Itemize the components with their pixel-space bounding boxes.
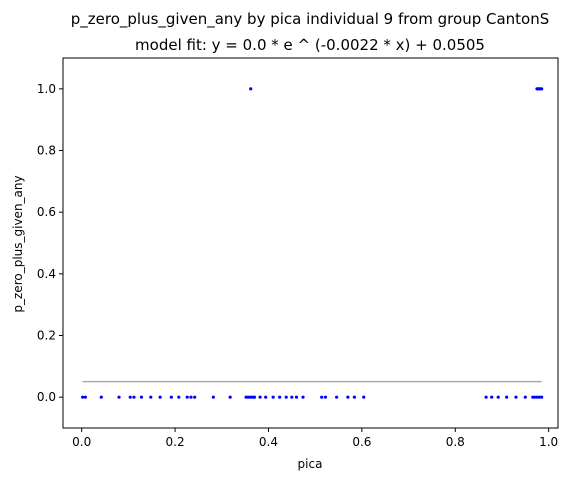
data-point	[169, 395, 173, 399]
data-point	[523, 395, 527, 399]
data-point	[185, 395, 189, 399]
plot-area	[62, 57, 559, 429]
chart-subtitle: model fit: y = 0.0 * e ^ (-0.0022 * x) +…	[135, 36, 485, 54]
data-point	[533, 395, 537, 399]
data-point	[177, 395, 181, 399]
data-point	[284, 395, 288, 399]
points-layer	[81, 87, 544, 399]
data-point	[228, 395, 232, 399]
data-point	[81, 395, 85, 399]
data-point	[211, 395, 215, 399]
data-point	[496, 395, 500, 399]
y-axis-label: p_zero_plus_given_any	[11, 175, 25, 312]
data-point	[252, 395, 257, 399]
data-point	[320, 395, 324, 399]
data-point	[258, 395, 262, 399]
data-point	[128, 395, 132, 399]
x-tick-label: 0.0	[72, 435, 91, 449]
data-point	[249, 87, 253, 91]
data-point	[83, 395, 88, 399]
data-point	[490, 395, 494, 399]
y-tick-label: 1.0	[37, 82, 56, 96]
data-point	[132, 395, 136, 399]
chart-title: p_zero_plus_given_any by pica individual…	[71, 10, 550, 29]
y-tick-label: 0.0	[37, 390, 56, 404]
data-point	[117, 395, 121, 399]
data-point	[346, 395, 350, 399]
data-point	[193, 395, 197, 399]
data-point	[99, 395, 103, 399]
y-tick-label: 0.2	[37, 329, 56, 343]
data-point	[290, 395, 294, 399]
data-point	[323, 395, 328, 399]
data-point	[505, 395, 509, 399]
data-point	[540, 395, 544, 399]
x-tick-label: 1.0	[539, 435, 558, 449]
data-point	[149, 395, 153, 399]
data-point	[362, 395, 366, 399]
data-point	[540, 87, 544, 91]
x-tick-label: 0.2	[166, 435, 185, 449]
data-point	[301, 395, 305, 399]
x-tick-label: 0.8	[446, 435, 465, 449]
y-axis-ticks: 0.0 0.2 0.4 0.6 0.8 1.0	[37, 82, 63, 404]
data-point	[352, 395, 356, 399]
data-point	[514, 395, 518, 399]
x-tick-label: 0.4	[259, 435, 278, 449]
data-point	[484, 395, 488, 399]
y-tick-label: 0.8	[37, 144, 56, 158]
x-axis-label: pica	[298, 457, 323, 471]
data-point	[271, 395, 275, 399]
x-axis-ticks: 0.0 0.2 0.4 0.6 0.8 1.0	[72, 428, 558, 449]
data-point	[294, 395, 299, 399]
data-point	[158, 395, 162, 399]
y-tick-label: 0.6	[37, 205, 56, 219]
data-point	[189, 395, 193, 399]
data-point	[535, 395, 539, 399]
x-tick-label: 0.6	[352, 435, 371, 449]
data-point	[264, 395, 268, 399]
data-point	[335, 395, 339, 399]
y-tick-label: 0.4	[37, 267, 56, 281]
data-point	[139, 395, 144, 399]
data-point	[278, 395, 282, 399]
data-point	[537, 395, 541, 399]
